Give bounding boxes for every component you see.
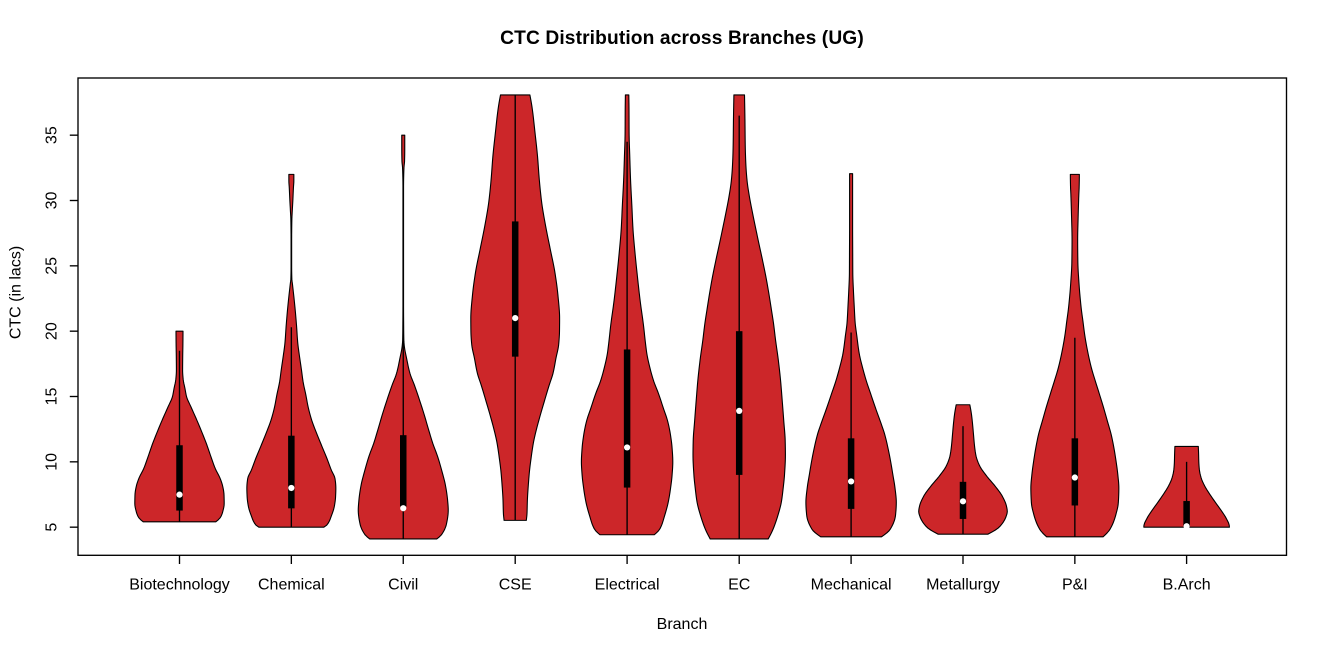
svg-text:B.Arch: B.Arch <box>1163 577 1211 594</box>
svg-text:Metallurgy: Metallurgy <box>926 577 1000 594</box>
svg-text:P&I: P&I <box>1062 577 1088 594</box>
svg-text:Branch: Branch <box>657 616 708 633</box>
svg-text:CTC (in lacs): CTC (in lacs) <box>8 246 25 339</box>
svg-text:Chemical: Chemical <box>258 577 325 594</box>
svg-text:CSE: CSE <box>499 577 532 594</box>
svg-text:CTC Distribution across Branch: CTC Distribution across Branches (UG) <box>500 28 864 49</box>
svg-text:25: 25 <box>44 257 61 275</box>
svg-text:30: 30 <box>44 192 61 210</box>
svg-text:15: 15 <box>44 388 61 406</box>
svg-text:35: 35 <box>44 126 61 144</box>
svg-text:Mechanical: Mechanical <box>811 577 892 594</box>
svg-text:20: 20 <box>44 322 61 340</box>
svg-text:10: 10 <box>44 453 61 471</box>
svg-text:Biotechnology: Biotechnology <box>129 577 230 594</box>
svg-text:5: 5 <box>44 523 61 532</box>
svg-text:Civil: Civil <box>388 577 418 594</box>
svg-text:EC: EC <box>728 577 750 594</box>
svg-text:Electrical: Electrical <box>595 577 660 594</box>
